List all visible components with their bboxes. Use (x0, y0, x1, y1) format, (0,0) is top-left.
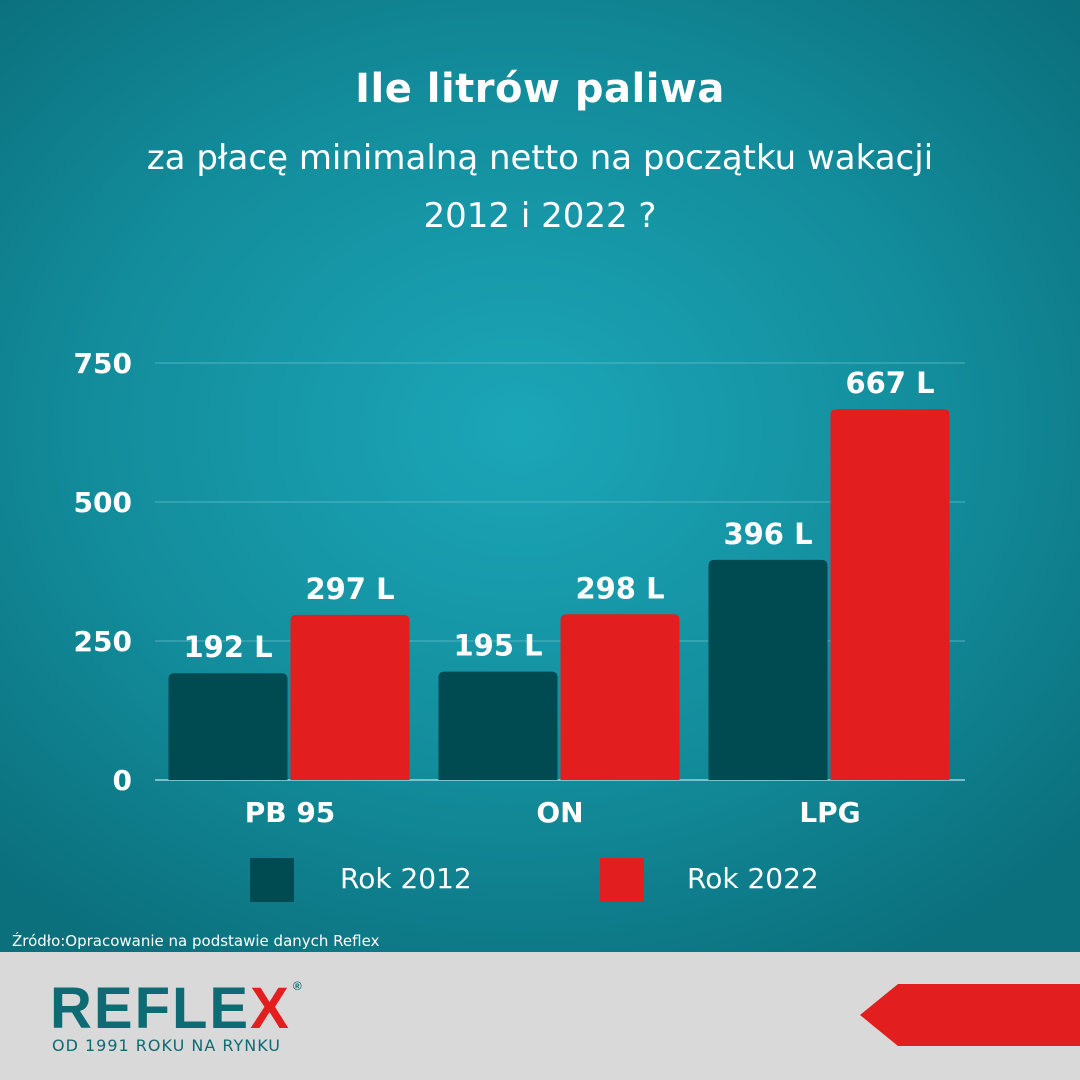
data-label: 195 L (453, 629, 542, 663)
y-tick-label: 750 (74, 347, 132, 380)
bar-pb95-2022 (290, 614, 410, 780)
legend-swatch-2012 (250, 858, 294, 902)
legend-label-2012: Rok 2012 (340, 862, 472, 895)
logo-text: REFLE (50, 976, 251, 1041)
chart-subtitle-line2: 2012 i 2022 ? (423, 196, 657, 236)
legend-label-2022: Rok 2022 (687, 862, 819, 895)
chart-title: Ile litrów paliwa (355, 66, 725, 112)
data-label: 298 L (575, 571, 664, 605)
y-tick-label: 500 (74, 486, 132, 519)
footer-bar: REFLEX ® OD 1991 ROKU NA RYNKU (0, 952, 1080, 1080)
registered-mark: ® (292, 979, 304, 993)
data-label: 396 L (723, 517, 812, 551)
reflex-logo: REFLEX ® (50, 980, 304, 1038)
legend-swatch-2022 (600, 858, 644, 902)
bar-pb95-2012 (168, 673, 288, 780)
bar-lpg-2012 (708, 559, 828, 780)
x-category-label: ON (536, 796, 583, 829)
x-category-label: PB 95 (245, 796, 336, 829)
bar-on-2012 (438, 671, 558, 780)
data-label: 667 L (845, 366, 934, 400)
source-note: Źródło:Opracowanie na podstawie danych R… (12, 932, 380, 950)
bar-chart: 0 250 500 750 192 L 297 L PB 95 195 L 298 L ON 396… (74, 347, 965, 829)
bar-on-2022 (560, 614, 680, 780)
data-label: 192 L (183, 630, 272, 664)
bar-lpg-2022 (830, 409, 950, 780)
logo-tagline: OD 1991 ROKU NA RYNKU (52, 1036, 281, 1055)
y-tick-label: 250 (74, 625, 132, 658)
y-tick-label: 0 (113, 764, 132, 797)
data-label: 297 L (305, 572, 394, 606)
logo-x-letter: X (250, 976, 291, 1041)
chart-subtitle-line1: za płacę minimalną netto na początku wak… (146, 138, 934, 178)
red-arrow-icon (860, 984, 1080, 1046)
x-category-label: LPG (799, 796, 860, 829)
